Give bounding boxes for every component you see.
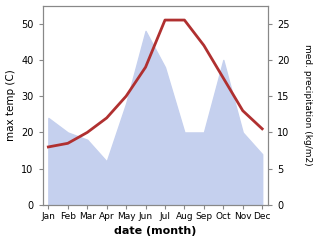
X-axis label: date (month): date (month) [114, 227, 197, 236]
Y-axis label: med. precipitation (kg/m2): med. precipitation (kg/m2) [303, 45, 313, 166]
Y-axis label: max temp (C): max temp (C) [5, 69, 16, 141]
